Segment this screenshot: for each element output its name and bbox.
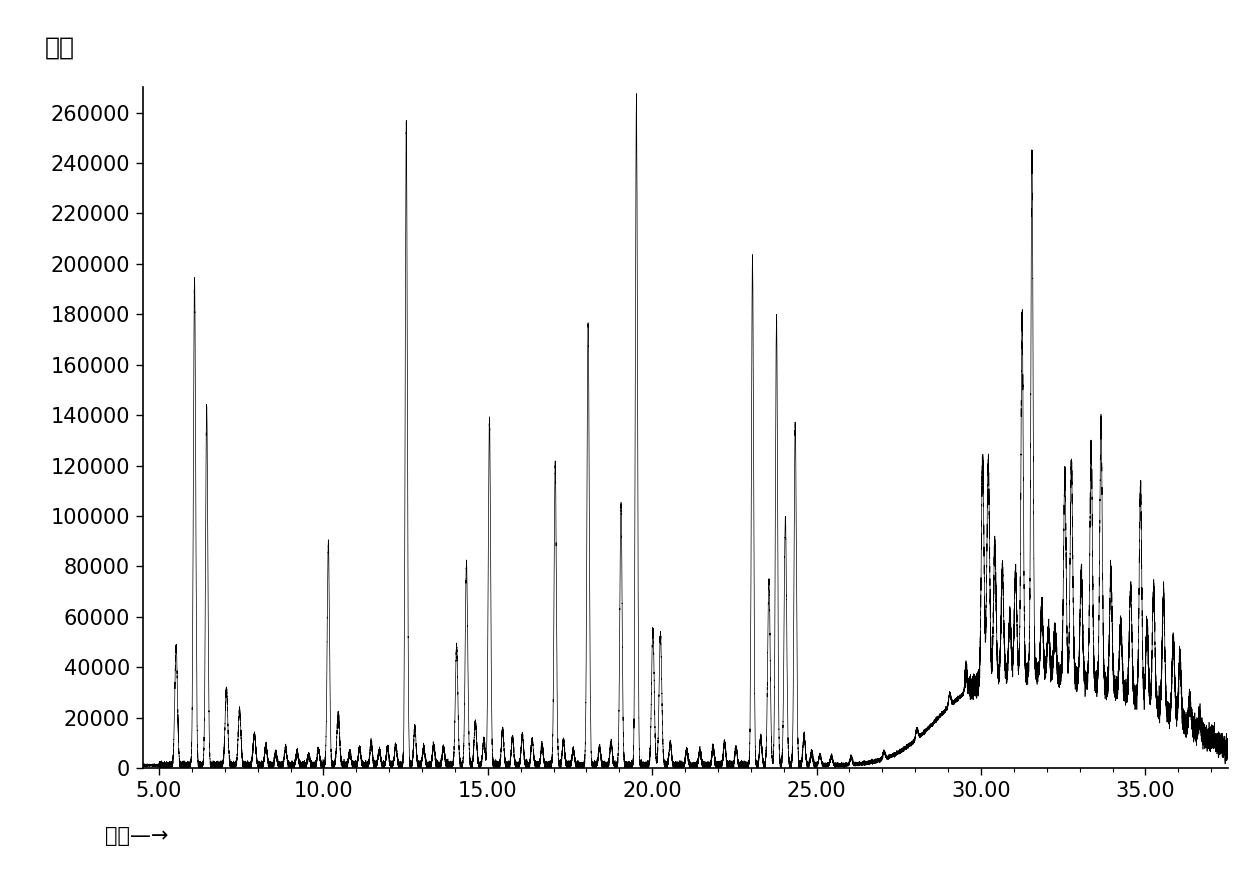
Text: 时间—→: 时间—→ bbox=[104, 826, 167, 846]
Text: 丰度: 丰度 bbox=[45, 36, 74, 60]
